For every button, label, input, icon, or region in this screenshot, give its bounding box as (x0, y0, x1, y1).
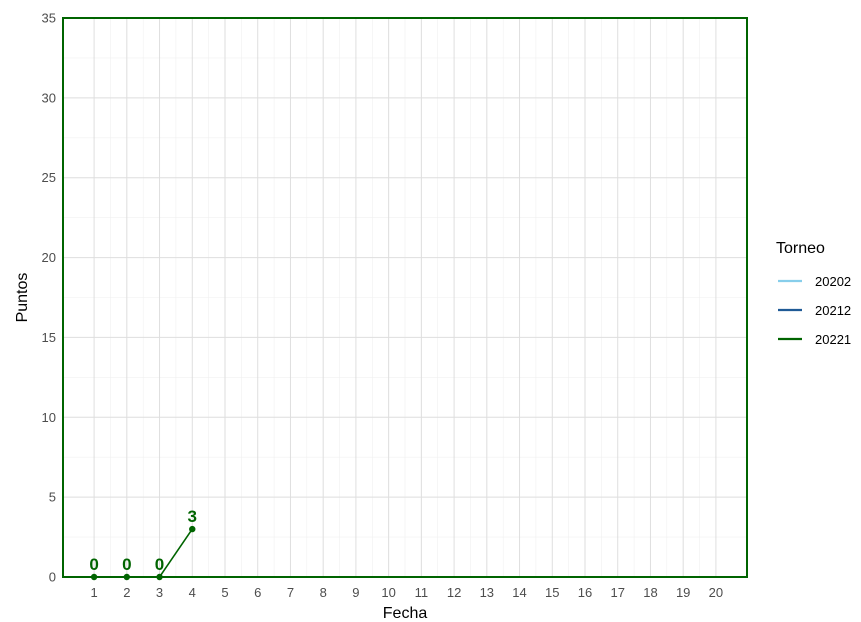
plot-border (62, 17, 748, 578)
y-tick-label: 25 (42, 170, 56, 185)
legend-title: Torneo (776, 240, 825, 257)
x-tick-label: 20 (709, 585, 723, 600)
x-axis-title: Fecha (383, 605, 428, 622)
y-tick-label: 10 (42, 410, 56, 425)
x-tick-label: 19 (676, 585, 690, 600)
y-axis-title: Puntos (14, 273, 31, 323)
data-label: 3 (188, 507, 197, 526)
y-tick-label: 20 (42, 250, 56, 265)
x-tick-label: 1 (90, 585, 97, 600)
x-tick-labels: 1 2 3 4 5 6 7 8 9 10 11 12 13 14 15 16 17 18 19 20 (90, 585, 723, 600)
x-tick-label: 15 (545, 585, 559, 600)
x-tick-label: 4 (189, 585, 196, 600)
x-tick-label: 11 (415, 585, 429, 600)
legend-label: 20221 (815, 332, 851, 347)
x-tick-label: 12 (447, 585, 461, 600)
y-tick-label: 35 (42, 11, 56, 26)
data-labels: 0 0 0 3 (89, 507, 197, 574)
x-tick-label: 7 (287, 585, 294, 600)
y-tick-label: 30 (42, 90, 56, 105)
legend-label: 20202 (815, 274, 851, 289)
x-tick-label: 10 (381, 585, 395, 600)
data-label: 0 (89, 555, 98, 574)
x-tick-label: 5 (221, 585, 228, 600)
x-tick-label: 16 (578, 585, 592, 600)
data-label: 0 (155, 555, 164, 574)
x-tick-label: 18 (643, 585, 657, 600)
y-tick-labels: 0 5 10 15 20 25 30 35 (42, 11, 56, 585)
legend: Torneo 20202 20212 20221 (776, 240, 851, 347)
x-tick-label: 14 (512, 585, 526, 600)
y-tick-label: 0 (49, 570, 56, 585)
x-tick-label: 17 (610, 585, 624, 600)
x-tick-label: 6 (254, 585, 261, 600)
x-tick-label: 9 (352, 585, 359, 600)
grid-minor (63, 18, 747, 577)
x-tick-label: 2 (123, 585, 130, 600)
y-tick-label: 15 (42, 330, 56, 345)
y-tick-label: 5 (49, 490, 56, 505)
x-tick-label: 13 (480, 585, 494, 600)
legend-label: 20212 (815, 303, 851, 318)
x-tick-label: 8 (320, 585, 327, 600)
data-point (189, 525, 196, 533)
data-label: 0 (122, 555, 131, 574)
x-tick-label: 3 (156, 585, 163, 600)
